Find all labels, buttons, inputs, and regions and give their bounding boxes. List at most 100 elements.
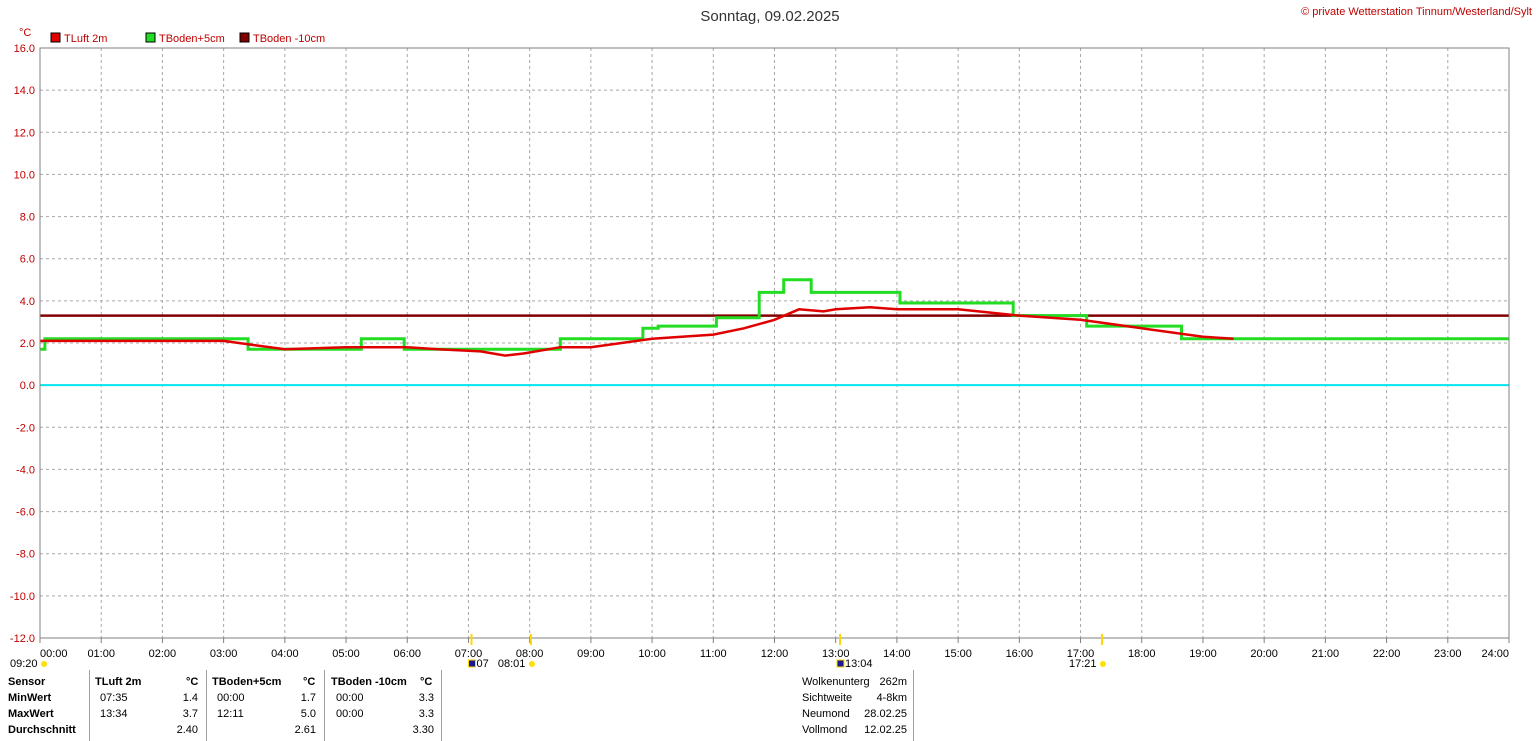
x-tick-label: 19:00 <box>1189 648 1217 660</box>
table-separator <box>89 670 90 741</box>
x-tick-label: 15:00 <box>944 648 972 660</box>
extra-label: Wolkenunterg <box>802 676 870 688</box>
y-tick-label: -4.0 <box>16 464 35 476</box>
astro-markers: 09:20 07 08:01 13:04 17:21 <box>10 634 1106 670</box>
x-tick-label: 18:00 <box>1128 648 1156 660</box>
sensor-name: TLuft 2m <box>95 676 142 688</box>
x-tick-label: 13:00 <box>822 648 850 660</box>
x-tick-label: 07:00 <box>455 648 483 660</box>
x-tick-label: 10:00 <box>638 648 666 660</box>
y-unit-label: °C <box>19 27 31 39</box>
moon-icon <box>836 659 845 668</box>
moon-icon <box>468 659 477 668</box>
x-tick-label: 17:00 <box>1067 648 1095 660</box>
x-tick-label: 00:00 <box>40 648 68 660</box>
table-separator <box>441 670 442 741</box>
y-tick-label: 14.0 <box>14 85 35 97</box>
plot-frame <box>39 47 1510 639</box>
y-tick-label: -10.0 <box>10 591 35 603</box>
max-time: 13:34 <box>100 708 128 720</box>
x-tick-label: 22:00 <box>1373 648 1401 660</box>
x-tick-label: 09:00 <box>577 648 605 660</box>
x-tick-label: 24:00 <box>1481 648 1509 660</box>
x-tick-label: 23:00 <box>1434 648 1462 660</box>
min-value: 1.4 <box>182 692 198 704</box>
legend-label-tboden5: TBoden+5cm <box>159 33 225 45</box>
x-tick-label: 20:00 <box>1250 648 1278 660</box>
y-tick-label: -6.0 <box>16 507 35 519</box>
y-tick-label: 10.0 <box>14 169 35 181</box>
chart-title: Sonntag, 09.02.2025 <box>700 8 839 25</box>
x-tick-label: 11:00 <box>700 648 727 660</box>
legend-swatch-tluft <box>50 32 61 43</box>
x-tick-label: 02:00 <box>149 648 177 660</box>
extra-label: Sichtweite <box>802 692 853 704</box>
y-tick-label: -12.0 <box>10 633 35 645</box>
x-tick-label: 01:00 <box>87 648 115 660</box>
avg-value: 3.30 <box>412 724 434 736</box>
avg-value: 2.61 <box>294 724 316 736</box>
row-label-avg: Durchschnitt <box>8 724 76 736</box>
x-tick-label: 14:00 <box>883 648 911 660</box>
min-value: 3.3 <box>418 692 434 704</box>
min-time: 00:00 <box>336 692 364 704</box>
x-tick-label: 12:00 <box>761 648 789 660</box>
x-tick-label: 16:00 <box>1006 648 1034 660</box>
min-value: 1.7 <box>300 692 316 704</box>
astro-label: 08:01 <box>498 658 526 670</box>
max-time: 12:11 <box>217 708 244 720</box>
legend: TLuft 2m TBoden+5cm TBoden -10cm <box>50 32 325 45</box>
x-tick-label: 05:00 <box>332 648 360 660</box>
header-sensor: Sensor <box>8 676 46 688</box>
astro-label: 09:20 <box>10 658 38 670</box>
copyright-note: © private Wetterstation Tinnum/Westerlan… <box>1301 6 1532 18</box>
y-tick-label: 8.0 <box>20 212 35 224</box>
sun-icon <box>1099 661 1106 667</box>
max-value: 3.7 <box>182 708 198 720</box>
x-tick-label: 03:00 <box>210 648 238 660</box>
x-tick-label: 06:00 <box>393 648 421 660</box>
y-tick-label: 12.0 <box>14 127 35 139</box>
max-value: 3.3 <box>418 708 434 720</box>
legend-swatch-tboden10 <box>239 32 250 43</box>
extra-value: 4-8km <box>876 692 907 704</box>
y-tick-label: -2.0 <box>16 422 35 434</box>
series-line-tluft-2m <box>40 305 1234 357</box>
sensor-name: TBoden -10cm <box>331 676 407 688</box>
y-tick-label: -8.0 <box>16 549 35 561</box>
sun-icon <box>41 661 47 667</box>
row-label-max: MaxWert <box>8 708 54 720</box>
astro-label: 17:21 <box>1069 658 1097 670</box>
y-tick-label: 4.0 <box>20 296 35 308</box>
x-tick-label: 08:00 <box>516 648 544 660</box>
sensor-unit: °C <box>420 676 433 688</box>
table-separator <box>206 670 207 741</box>
astro-label: 07 <box>477 658 489 670</box>
temperature-chart: Sonntag, 09.02.2025 © private Wetterstat… <box>10 6 1532 670</box>
legend-swatch-tboden5 <box>145 32 156 43</box>
y-tick-label: 2.0 <box>20 338 35 350</box>
sensor-unit: °C <box>303 676 316 688</box>
min-time: 00:00 <box>217 692 245 704</box>
sensor-name: TBoden+5cm <box>212 676 282 688</box>
x-tick-label: 21:00 <box>1312 648 1340 660</box>
max-value: 5.0 <box>300 708 316 720</box>
x-tick-label: 04:00 <box>271 648 299 660</box>
y-tick-label: 0.0 <box>20 380 35 392</box>
astro-label: 13:04 <box>845 658 873 670</box>
legend-label-tluft: TLuft 2m <box>64 33 107 45</box>
sun-icon <box>528 661 535 667</box>
grid-lines <box>39 47 1510 639</box>
avg-value: 2.40 <box>176 724 198 736</box>
row-label-min: MinWert <box>8 692 52 704</box>
min-time: 07:35 <box>100 692 128 704</box>
extra-value: 262m <box>879 676 907 688</box>
extra-label: Neumond <box>802 708 850 720</box>
y-axis-ticks: 16.0 14.0 12.0 10.0 8.0 6.0 4.0 2.0 0.0 -2.0 -4.0 -… <box>10 43 35 645</box>
x-axis-ticks: 00:00 01:00 02:00 03:00 04:00 05:00 06:00 07:00… <box>39 638 1510 660</box>
extra-label: Vollmond <box>802 724 848 736</box>
series-lines <box>40 278 1509 387</box>
extra-value: 28.02.25 <box>864 708 907 720</box>
table-separator <box>913 670 914 741</box>
extra-value: 12.02.25 <box>864 724 907 736</box>
